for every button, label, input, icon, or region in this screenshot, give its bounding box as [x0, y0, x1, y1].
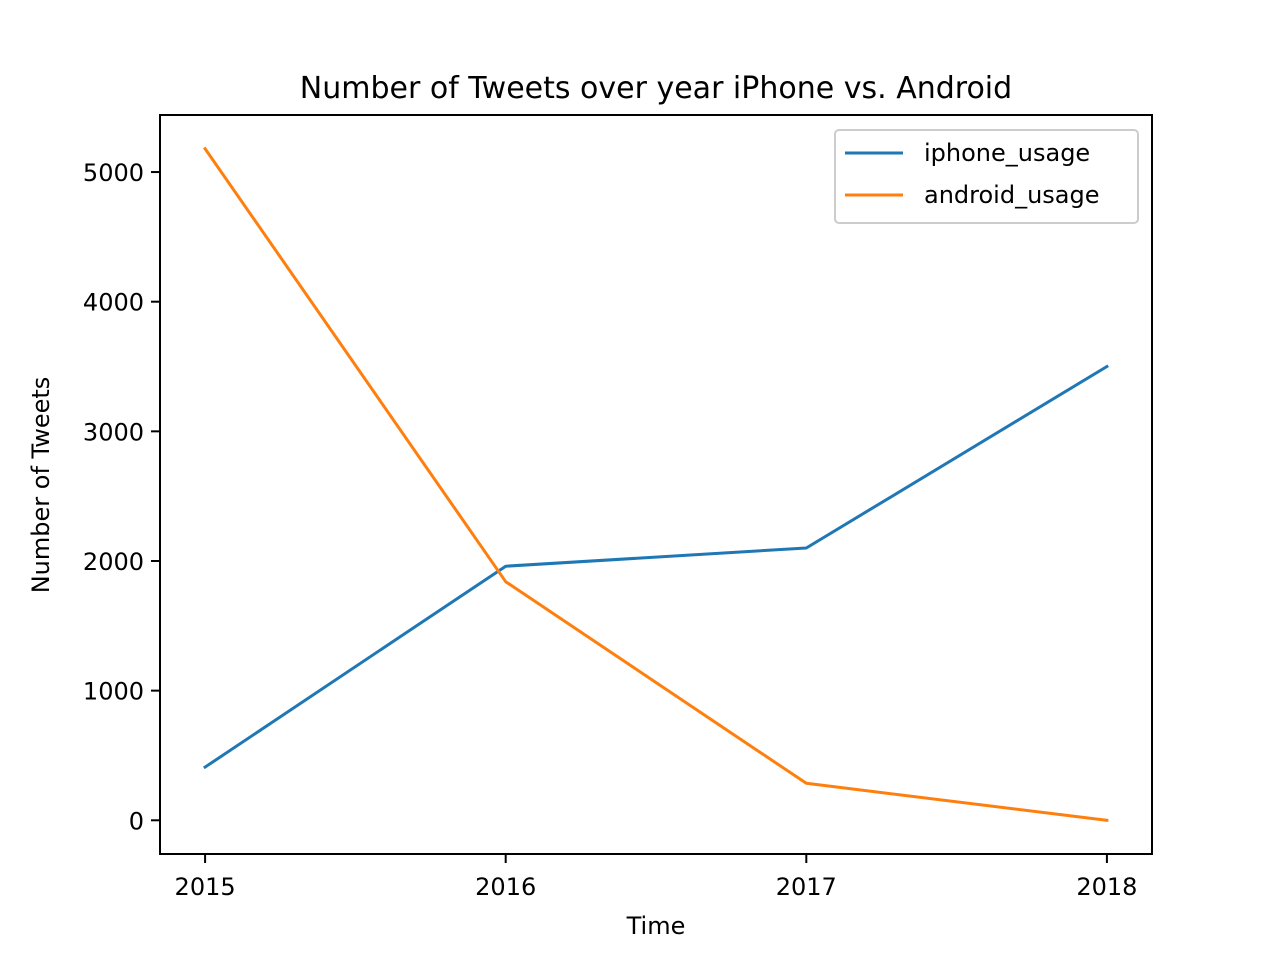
legend-box — [834, 129, 1139, 224]
y-axis-ticks: 0 1000 2000 3000 4000 5000 — [83, 159, 160, 835]
series-line-android-usage — [203, 146, 1109, 822]
x-axis-ticks: 2015 2016 2017 2018 — [175, 854, 1137, 901]
x-tick-label: 2016 — [475, 873, 536, 901]
plot-frame — [159, 114, 1153, 855]
legend-label: android_usage — [924, 181, 1100, 209]
chart-title: Number of Tweets over year iPhone vs. An… — [300, 71, 1012, 106]
x-tick-label: 2015 — [175, 873, 236, 901]
legend-label: iphone_usage — [924, 139, 1090, 167]
y-tick-label: 0 — [129, 807, 144, 835]
y-axis-label: Number of Tweets — [27, 377, 55, 594]
x-axis-label: Time — [626, 912, 686, 940]
y-tick-label: 1000 — [83, 678, 144, 706]
x-tick-label: 2018 — [1076, 873, 1137, 901]
legend: iphone_usage android_usage — [834, 129, 1139, 224]
x-tick-label: 2017 — [776, 873, 837, 901]
y-tick-label: 3000 — [83, 418, 144, 446]
y-tick-label: 2000 — [83, 548, 144, 576]
series-line-iphone-usage — [203, 364, 1109, 770]
y-tick-label: 5000 — [83, 159, 144, 187]
series-lines — [203, 146, 1109, 822]
y-tick-label: 4000 — [83, 289, 144, 317]
